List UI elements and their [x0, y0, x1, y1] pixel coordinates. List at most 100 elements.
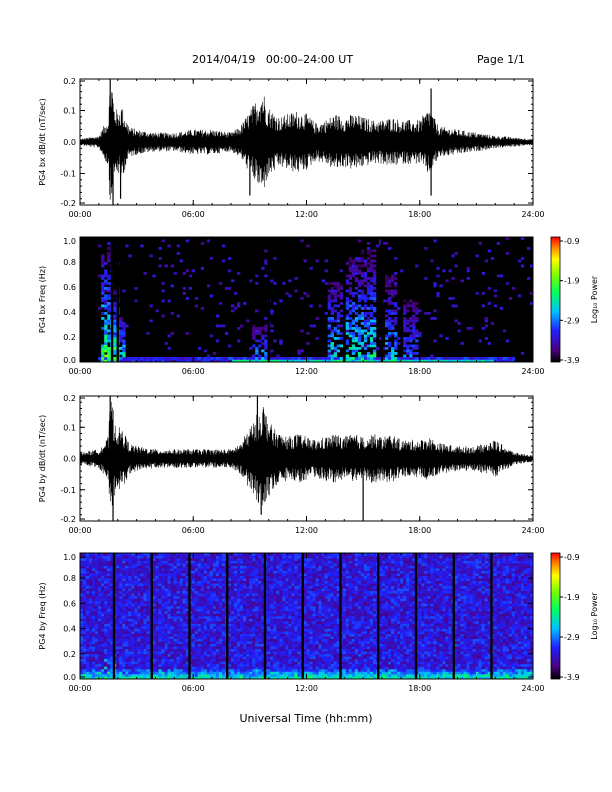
heat-cell — [167, 575, 171, 579]
heat-cell — [131, 555, 135, 559]
heat-cell — [83, 563, 87, 566]
heat-cell — [104, 312, 108, 315]
heat-cell — [246, 646, 250, 650]
heat-cell — [176, 568, 180, 571]
x-tick-label: 12:00 — [295, 367, 318, 376]
heat-cell — [209, 357, 214, 360]
heat-cell — [288, 279, 292, 283]
heat-cell — [339, 297, 344, 300]
heat-cell — [161, 646, 165, 650]
heat-cell — [134, 676, 138, 680]
heat-cell — [173, 618, 177, 622]
heat-cell — [363, 334, 368, 338]
heat-cell — [161, 580, 165, 584]
heat-cell — [261, 357, 265, 360]
heat-cell — [403, 339, 407, 343]
heat-cell — [206, 623, 211, 627]
heat-cell — [104, 319, 108, 323]
heat-cell — [89, 656, 93, 660]
heat-cell — [276, 558, 280, 561]
heat-cell — [215, 671, 220, 675]
heat-cell — [140, 244, 144, 248]
heat-cell — [197, 661, 202, 665]
heat-cell — [206, 590, 211, 594]
heat-cell — [92, 553, 96, 556]
heat-cell — [185, 623, 190, 627]
heat-cell — [86, 621, 90, 624]
heat-cell — [98, 616, 102, 619]
heat-cell — [83, 676, 87, 680]
heat-cell — [122, 663, 126, 667]
heat-cell — [173, 633, 177, 637]
heat-cell — [264, 354, 268, 358]
heat-cell — [360, 344, 365, 348]
heat-cell — [176, 638, 180, 642]
heat-cell — [152, 578, 156, 582]
heat-cell — [122, 580, 126, 584]
heat-cell — [360, 322, 365, 325]
heat-cell — [170, 648, 174, 652]
heat-cell — [231, 583, 235, 587]
heat-cell — [279, 613, 283, 617]
heat-cell — [104, 327, 108, 330]
heat-cell — [237, 623, 241, 627]
heat-cell — [372, 332, 377, 335]
heat-cell — [83, 621, 87, 624]
heat-cell — [101, 344, 105, 348]
heat-cell — [125, 570, 129, 574]
heat-cell — [243, 560, 247, 564]
heat-cell — [122, 608, 126, 612]
heat-cell — [95, 666, 99, 670]
heat-cell — [134, 653, 138, 657]
heat-cell — [279, 553, 283, 556]
heat-cell — [249, 563, 253, 566]
heat-cell — [385, 324, 389, 328]
heat-cell — [258, 653, 262, 657]
heat-cell — [336, 359, 341, 363]
heat-cell — [218, 282, 223, 285]
heat-cell — [351, 259, 356, 263]
heat-cell — [409, 319, 413, 323]
heat-cell — [134, 616, 138, 619]
heat-cell — [95, 658, 99, 662]
heat-cell — [309, 324, 313, 328]
heat-cell — [433, 359, 437, 363]
heat-cell — [161, 616, 165, 619]
heat-cell — [366, 282, 371, 285]
heat-cell — [173, 573, 177, 576]
heat-cell — [146, 651, 150, 655]
heat-cell — [191, 610, 196, 614]
heat-cell — [391, 354, 395, 358]
heat-cell — [339, 269, 344, 273]
heat-cell — [529, 264, 534, 268]
heat-cell — [170, 357, 174, 360]
heat-cell — [92, 560, 96, 564]
heat-cell — [200, 663, 205, 667]
heat-cell — [258, 344, 262, 348]
heat-cell — [218, 570, 223, 574]
heat-cell — [191, 560, 196, 564]
heat-cell — [345, 302, 350, 305]
heat-cell — [327, 339, 331, 343]
heat-cell — [101, 600, 105, 604]
heat-cell — [481, 292, 485, 295]
heat-cell — [273, 621, 277, 624]
heat-cell — [234, 598, 238, 602]
heat-cell — [206, 616, 211, 619]
heat-cell — [185, 578, 190, 582]
heat-cell — [258, 673, 262, 677]
heat-cell — [95, 643, 99, 647]
heat-cell — [442, 269, 446, 273]
heat-cell — [191, 590, 196, 594]
heat-cell — [252, 565, 256, 569]
heat-cell — [197, 643, 202, 647]
heat-cell — [267, 671, 271, 675]
heat-cell — [221, 553, 226, 556]
heat-cell — [258, 633, 262, 637]
heat-cell — [270, 610, 274, 614]
heat-cell — [421, 357, 425, 360]
heat-cell — [231, 616, 235, 619]
heat-cell — [104, 297, 108, 300]
heat-cell — [221, 636, 226, 639]
heat-cell — [143, 555, 147, 559]
